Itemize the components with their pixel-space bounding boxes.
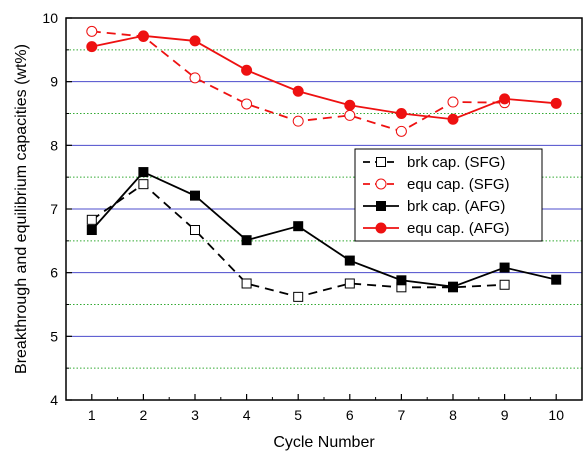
data-point — [499, 93, 511, 105]
data-point — [190, 190, 200, 201]
y-tick-label: 9 — [50, 74, 58, 90]
data-point — [396, 275, 407, 286]
data-point — [395, 108, 407, 119]
series-3 — [86, 167, 562, 292]
y-tick-label: 4 — [50, 392, 58, 408]
data-point — [241, 98, 253, 110]
x-tick-label: 5 — [294, 407, 302, 423]
data-point — [86, 214, 97, 225]
x-tick-label: 9 — [501, 407, 509, 423]
x-tick-label: 2 — [140, 407, 148, 423]
data-point — [189, 72, 201, 84]
legend-label: equ cap. (AFG) — [407, 220, 510, 237]
data-point — [241, 64, 253, 76]
data-point — [190, 225, 200, 236]
x-axis: 1 2 3 4 5 6 7 8 9 10 — [65, 394, 583, 423]
data-point — [344, 278, 355, 289]
x-tick-label: 7 — [398, 407, 406, 423]
legend-box — [354, 148, 543, 242]
data-point — [292, 85, 304, 97]
legend-swatch-marker — [375, 178, 387, 190]
data-point — [86, 25, 98, 37]
grid — [66, 49, 582, 369]
data-point — [344, 99, 356, 111]
y-axis-label: Breakthrough and equilibrium capacities … — [13, 44, 30, 374]
y-tick-label: 8 — [50, 137, 58, 153]
series-4 — [86, 30, 562, 125]
x-tick-label: 1 — [88, 407, 96, 423]
x-tick-label: 3 — [191, 407, 199, 423]
y-tick-label: 5 — [50, 328, 58, 344]
data-point — [550, 97, 562, 109]
data-point — [86, 41, 98, 53]
legend-label: equ cap. (SFG) — [407, 176, 510, 193]
series-line — [91, 34, 557, 121]
y-tick-label: 6 — [50, 265, 58, 281]
x-tick-label: 6 — [346, 407, 354, 423]
data-point — [293, 221, 304, 232]
data-point — [447, 113, 459, 125]
legend-entry: brk cap. (AFG) — [363, 198, 505, 215]
x-tick-label: 8 — [449, 407, 457, 423]
legend-swatch-marker — [376, 157, 386, 167]
data-point — [395, 125, 407, 137]
data-point — [137, 30, 149, 42]
legend-label: brk cap. (AFG) — [407, 198, 505, 215]
data-point — [499, 279, 510, 290]
data-point — [86, 225, 97, 236]
data-point — [292, 115, 304, 127]
data-point — [344, 109, 356, 121]
data-point — [241, 278, 252, 289]
x-tick-label: 10 — [548, 407, 564, 423]
data-point — [138, 179, 149, 190]
legend-entry: equ cap. (AFG) — [363, 220, 510, 237]
data-point — [447, 96, 459, 108]
series-line — [91, 170, 557, 288]
y-tick-label: 10 — [42, 10, 58, 26]
legend: brk cap. (SFG) equ cap. (SFG) brk cap. (AF… — [354, 148, 543, 242]
data-point — [241, 235, 252, 246]
data-point — [448, 281, 458, 292]
x-axis-label: Cycle Number — [273, 434, 375, 451]
legend-swatch-marker — [376, 201, 386, 211]
data-point — [293, 291, 304, 302]
legend-label: brk cap. (SFG) — [407, 154, 505, 171]
data-point — [551, 274, 562, 285]
data-point — [499, 262, 510, 273]
legend-swatch-marker — [375, 222, 387, 234]
y-axis: 4 5 6 7 8 9 10 — [42, 10, 72, 408]
data-point — [344, 255, 355, 266]
x-tick-label: 4 — [243, 407, 251, 423]
legend-entry: brk cap. (SFG) — [363, 154, 505, 171]
data-point — [138, 167, 149, 178]
legend-entry: equ cap. (SFG) — [363, 176, 510, 193]
y-tick-label: 7 — [50, 201, 58, 217]
data-point — [189, 35, 201, 47]
series-layer — [86, 25, 562, 302]
